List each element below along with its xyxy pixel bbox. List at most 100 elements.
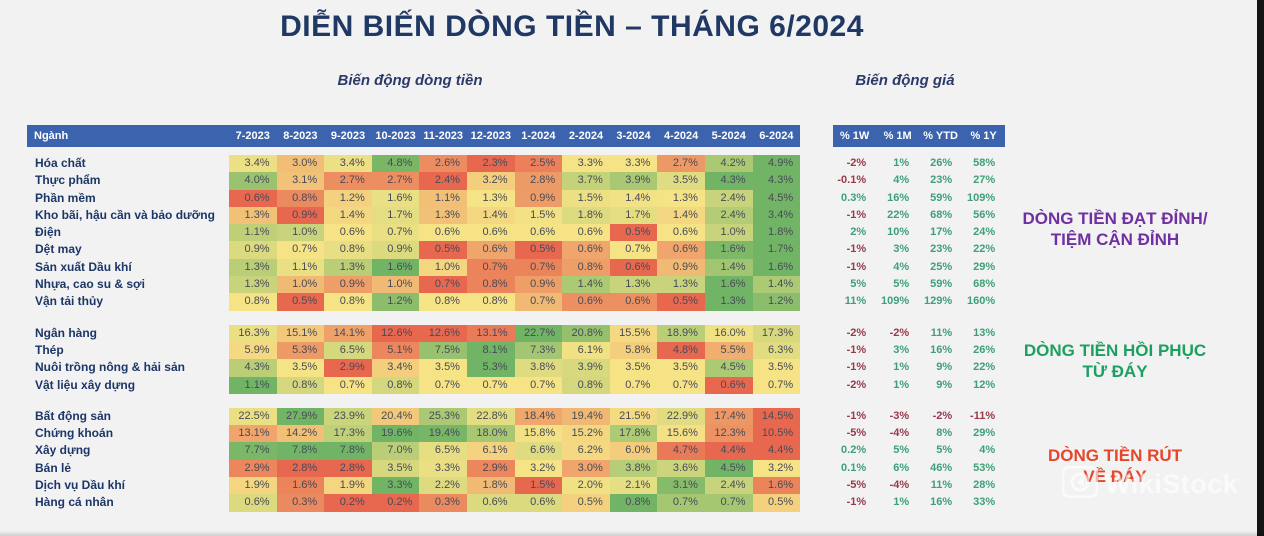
price-cell: -4% — [889, 427, 910, 440]
row-gap — [800, 477, 833, 494]
flow-cell: 0.5% — [276, 293, 325, 311]
flow-cell: 1.0% — [704, 224, 753, 242]
flow-cell: 3.5% — [371, 459, 420, 478]
month-column-header: 11-2023 — [419, 125, 467, 147]
flow-cell: 0.7% — [371, 224, 420, 242]
flow-cell: 0.6% — [609, 258, 658, 277]
flow-cell: 1.8% — [562, 206, 610, 225]
flow-cell: 1.1% — [229, 224, 277, 242]
price-column-header: % YTD — [919, 125, 963, 147]
flow-cell: 19.4% — [562, 407, 610, 426]
flow-cell: 4.3% — [752, 172, 801, 190]
sector-label: Bán lẻ — [35, 460, 72, 475]
flow-cell: 1.1% — [419, 189, 467, 207]
table-row: Bất động sản 22.5% 27.9% 23.9% 20.4% 25.3% 22.… — [27, 407, 1005, 426]
month-column-header: 1-2024 — [514, 125, 563, 147]
flow-cell: 3.0% — [562, 459, 610, 478]
price-cell: -1% — [846, 361, 867, 374]
flow-cell: 0.5% — [514, 241, 563, 259]
flow-cell: 0.9% — [324, 276, 372, 294]
row-gap — [800, 425, 833, 442]
flow-cell: 2.4% — [704, 206, 753, 225]
flow-cell: 1.4% — [704, 258, 753, 277]
flow-cell: 10.5% — [752, 425, 801, 443]
price-cell: 29% — [973, 260, 996, 273]
price-cell: 160% — [966, 295, 996, 308]
price-cell: 2% — [850, 226, 867, 239]
flow-cell: 6.2% — [562, 442, 610, 460]
flow-cell: 0.7% — [466, 258, 515, 277]
flow-cell: 0.5% — [752, 494, 801, 512]
row-gap — [800, 190, 833, 207]
flow-cell: 6.5% — [324, 341, 372, 360]
table-row: Bán lẻ 2.9% 2.8% 2.8% 3.5% 3.3% 2.9% 3.2% 3.0% 3.… — [27, 459, 1005, 478]
flow-cell: 3.0% — [276, 155, 325, 173]
price-cell: 8% — [936, 427, 953, 440]
flow-cell: 0.5% — [419, 241, 467, 259]
table-row: Dệt may 0.9% 0.7% 0.8% 0.9% 0.5% 0.6% 0.5% 0.6% 0… — [27, 241, 1005, 259]
flow-cell: 1.9% — [324, 477, 372, 495]
price-column-header: % 1W — [833, 125, 877, 147]
flow-cell: 4.5% — [752, 189, 801, 207]
subtitle-price-section: Biến động giá — [855, 72, 955, 89]
price-cell: 12% — [973, 378, 996, 391]
flow-cell: 0.5% — [657, 293, 705, 311]
flow-cell: 3.8% — [609, 459, 658, 478]
flow-cell: 5.1% — [371, 341, 420, 360]
price-cell: 13% — [973, 326, 996, 339]
flow-cell: 3.5% — [419, 359, 467, 377]
flow-cell: 0.8% — [276, 376, 325, 394]
price-cell: 5% — [893, 278, 910, 291]
flow-cell: 3.2% — [752, 459, 801, 478]
flow-cell: 0.7% — [419, 376, 467, 394]
flow-cell: 16.0% — [704, 324, 753, 342]
price-cell: -1% — [846, 496, 867, 509]
flow-cell: 1.3% — [657, 189, 705, 207]
flow-cell: 2.0% — [562, 477, 610, 495]
flow-cell: 0.7% — [657, 494, 705, 512]
flow-cell: 4.3% — [229, 359, 277, 377]
flow-cell: 7.3% — [514, 341, 563, 360]
table-row: Kho bãi, hậu cần và bảo dưỡng 1.3% 0.9% 1.4… — [27, 206, 1005, 225]
sector-label: Ngân hàng — [35, 325, 97, 340]
price-cell: 10% — [887, 226, 910, 239]
row-gap — [800, 359, 833, 376]
flow-cell: 5.8% — [609, 341, 658, 360]
flow-cell: 2.4% — [419, 172, 467, 190]
flow-cell: 3.6% — [657, 459, 705, 478]
flow-cell: 0.3% — [419, 494, 467, 512]
price-cell: 58% — [973, 157, 996, 169]
flow-cell: 5.5% — [704, 341, 753, 360]
sector-label: Bất động sản — [35, 408, 112, 423]
flow-cell: 0.2% — [371, 494, 420, 512]
price-cell: 109% — [880, 295, 910, 308]
row-gap — [800, 342, 833, 359]
table-header-row: Ngành 7-2023 8-2023 9-2023 10-2023 11-2023 12-… — [27, 125, 1006, 147]
flow-cell: 20.4% — [371, 407, 420, 426]
flow-cell: 0.9% — [514, 189, 563, 207]
flow-cell: 4.3% — [704, 172, 753, 190]
flow-cell: 1.3% — [229, 206, 277, 225]
price-cell: 1% — [893, 157, 910, 169]
flow-cell: 0.6% — [514, 224, 563, 242]
price-cell: -2% — [846, 326, 867, 339]
flow-cell: 22.7% — [514, 324, 563, 342]
table-row: Phần mềm 0.6% 0.8% 1.2% 1.6% 1.1% 1.3% 0.9% 1.5%… — [27, 189, 1005, 207]
flow-cell: 19.6% — [371, 425, 420, 443]
sector-label: Kho bãi, hậu cần và bảo dưỡng — [35, 207, 215, 222]
flow-cell: 2.7% — [371, 172, 420, 190]
price-cell: 22% — [973, 243, 996, 256]
flow-cell: 3.3% — [419, 459, 467, 478]
flow-cell: 5.3% — [276, 341, 325, 360]
flow-cell: 0.9% — [229, 241, 277, 259]
flow-cell: 0.8% — [371, 376, 420, 394]
wikistock-logo-icon — [1061, 465, 1099, 503]
flow-cell: 3.2% — [466, 172, 515, 190]
annotation-line: DÒNG TIỀN RÚT — [1047, 446, 1183, 465]
flow-cell: 2.9% — [229, 459, 277, 478]
bottom-shade — [0, 531, 1264, 536]
flow-cell: 1.6% — [276, 477, 325, 495]
flow-cell: 14.2% — [276, 425, 325, 443]
row-gap — [800, 442, 833, 459]
